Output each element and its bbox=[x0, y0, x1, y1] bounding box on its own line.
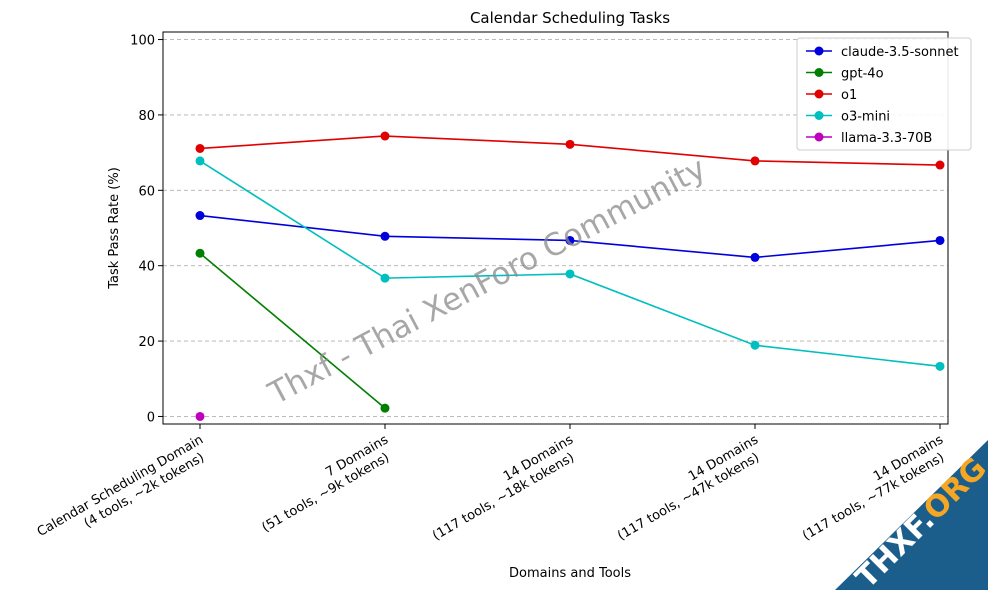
y-tick-label: 80 bbox=[138, 109, 155, 124]
legend-entry: o1 bbox=[806, 88, 857, 103]
series-claude-3.5-sonnet bbox=[195, 211, 945, 262]
series-line bbox=[199, 252, 386, 409]
y-tick-label: 100 bbox=[130, 34, 155, 49]
data-point bbox=[195, 211, 205, 221]
x-tick-label-line: Calendar Scheduling Domain bbox=[35, 432, 206, 539]
x-tick-label: 7 Domains(51 tools, ~9k tokens) bbox=[251, 432, 399, 535]
x-tick-label-line: (117 tools, ~18k tokens) bbox=[430, 450, 577, 543]
legend-marker bbox=[814, 111, 824, 120]
legend-entry: llama-3.3-70B bbox=[806, 131, 932, 146]
series-lines bbox=[195, 131, 945, 421]
legend-box bbox=[796, 37, 972, 151]
y-axis-label: Task Pass Rate (%) bbox=[107, 167, 122, 290]
y-tick-label: 20 bbox=[138, 335, 155, 350]
watermark-text: Thxf - Thai XenForo Community bbox=[262, 150, 712, 412]
legend-marker bbox=[814, 132, 824, 142]
data-point bbox=[565, 269, 575, 279]
y-tick-label: 60 bbox=[138, 184, 155, 199]
series-llama-3.3-70B bbox=[195, 411, 205, 421]
series-gpt-4o bbox=[195, 248, 390, 413]
legend-label: o1 bbox=[841, 88, 857, 103]
legend-label: gpt-4o bbox=[841, 67, 884, 82]
legend-entry: claude-3.5-sonnet bbox=[806, 45, 959, 60]
data-point bbox=[195, 248, 205, 258]
y-axis: 0 20 40 60 80 100 bbox=[130, 34, 163, 425]
data-point bbox=[195, 156, 205, 166]
legend: claude-3.5-sonnet gpt-4o o1 o3-mini llama-3.… bbox=[796, 37, 972, 151]
series-o3-mini bbox=[195, 156, 945, 371]
data-point bbox=[380, 231, 390, 241]
x-tick-label: Calendar Scheduling Domain(4 tools, ~2k … bbox=[35, 432, 214, 553]
series-line bbox=[199, 160, 941, 368]
data-point bbox=[935, 235, 945, 245]
data-point bbox=[750, 252, 760, 262]
x-tick-label-line: (117 tools, ~47k tokens) bbox=[615, 450, 762, 543]
data-point bbox=[750, 340, 760, 350]
data-point bbox=[195, 143, 205, 153]
legend-label: llama-3.3-70B bbox=[841, 131, 932, 146]
legend-marker bbox=[814, 46, 824, 56]
legend-marker bbox=[814, 89, 824, 99]
x-axis: Calendar Scheduling Domain(4 tools, ~2k … bbox=[35, 424, 947, 553]
data-point bbox=[565, 235, 575, 245]
x-tick-label: 14 Domains(117 tools, ~18k tokens) bbox=[422, 432, 584, 543]
data-point bbox=[565, 139, 575, 149]
x-axis-label: Domains and Tools bbox=[509, 566, 631, 581]
data-point bbox=[195, 411, 205, 421]
chart-title: Calendar Scheduling Tasks bbox=[470, 9, 670, 27]
legend-label: o3-mini bbox=[841, 110, 890, 125]
data-point bbox=[935, 160, 945, 170]
series-o1 bbox=[195, 131, 945, 170]
data-point bbox=[935, 361, 945, 371]
data-point bbox=[380, 273, 390, 283]
data-point bbox=[750, 156, 760, 166]
y-tick-label: 40 bbox=[138, 260, 155, 275]
y-tick-label: 0 bbox=[147, 410, 155, 425]
x-tick-label-line: (51 tools, ~9k tokens) bbox=[259, 450, 392, 535]
legend-marker bbox=[814, 68, 824, 77]
legend-entry: gpt-4o bbox=[806, 67, 884, 82]
legend-label: claude-3.5-sonnet bbox=[841, 45, 959, 60]
legend-entry: o3-mini bbox=[806, 110, 890, 125]
data-point bbox=[380, 403, 390, 413]
data-point bbox=[380, 131, 390, 141]
corner-badge-background bbox=[835, 440, 988, 590]
plot-frame bbox=[162, 31, 949, 425]
x-tick-label: 14 Domains(117 tools, ~47k tokens) bbox=[607, 432, 769, 543]
